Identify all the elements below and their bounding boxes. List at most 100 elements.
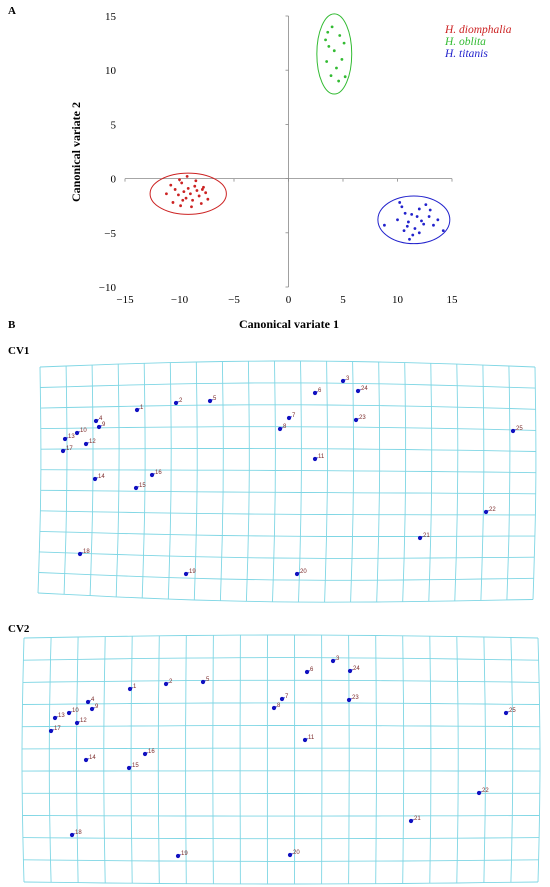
landmark-11: 11 (312, 454, 325, 462)
grid-line-vertical (429, 636, 432, 884)
cv2-title: CV2 (8, 623, 30, 635)
grid-line-horizontal (38, 572, 534, 581)
landmark-label: 9 (102, 422, 106, 428)
landmark-22: 22 (483, 507, 496, 515)
legend-entry: H. oblita (444, 36, 486, 48)
landmark-11: 11 (302, 735, 315, 743)
grid-line-vertical (376, 361, 381, 603)
landmark-1: 1 (127, 684, 137, 692)
landmark-2: 2 (173, 398, 183, 406)
landmark-dot (133, 485, 139, 491)
data-point (327, 44, 331, 48)
landmark-dot (74, 720, 80, 726)
landmark-label: 22 (482, 788, 489, 794)
x-tick-label: 10 (392, 294, 404, 306)
landmark-dot (330, 658, 336, 664)
data-point (179, 204, 182, 208)
landmark-dot (355, 388, 361, 394)
landmark-dot (417, 535, 423, 541)
data-point (169, 183, 173, 187)
landmark-label: 18 (75, 830, 82, 836)
landmark-dot (286, 415, 292, 421)
landmark-label: 4 (99, 416, 103, 422)
landmark-12: 12 (74, 718, 87, 726)
grid-line-vertical (480, 365, 485, 601)
grid-line-vertical (532, 366, 537, 600)
landmark-label: 17 (54, 726, 61, 732)
grid-line-vertical (483, 636, 486, 883)
landmark-dot (83, 757, 89, 763)
landmark-dot (52, 715, 58, 721)
landmark-24: 24 (347, 666, 360, 674)
data-point (332, 49, 336, 53)
y-tick-label: −5 (104, 228, 116, 240)
grid-line-vertical (141, 363, 146, 599)
landmark-dot (302, 737, 308, 743)
landmark-14: 14 (92, 474, 105, 482)
landmark-3: 3 (340, 376, 350, 384)
landmark-dot (60, 448, 66, 454)
landmark-23: 23 (353, 415, 366, 423)
grid-line-vertical (185, 635, 187, 884)
landmark-19: 19 (175, 851, 188, 859)
landmark-8: 8 (271, 703, 281, 711)
landmark-7: 7 (279, 694, 289, 702)
landmark-label: 25 (509, 708, 516, 714)
landmark-label: 11 (308, 735, 315, 741)
landmark-dot (183, 571, 189, 577)
landmark-label: 8 (283, 424, 287, 430)
data-point (420, 219, 423, 223)
grid-line-horizontal (40, 404, 536, 410)
grid-line-horizontal (22, 702, 540, 705)
x-tick-label: 5 (340, 294, 346, 306)
grid-line-horizontal (40, 489, 536, 495)
landmark-dot (483, 509, 489, 515)
grid-line-vertical (298, 360, 302, 603)
data-point (441, 229, 445, 233)
landmark-label: 23 (352, 695, 359, 701)
landmark-label: 7 (292, 413, 296, 419)
landmark-label: 25 (516, 426, 523, 432)
series-3 (377, 195, 451, 245)
data-point (383, 223, 386, 227)
landmark-dot (287, 852, 293, 858)
landmark-20: 20 (294, 569, 307, 577)
data-point (403, 211, 407, 215)
data-point (402, 229, 406, 233)
landmark-10: 10 (66, 708, 79, 716)
grid-line-horizontal (40, 382, 536, 389)
landmark-15: 15 (133, 483, 146, 491)
landmark-dot (66, 710, 72, 716)
data-point (408, 237, 411, 241)
grid-line-horizontal (39, 530, 535, 537)
y-tick-label: 0 (111, 174, 117, 186)
landmark-label: 11 (318, 454, 325, 460)
grid-line-vertical (21, 637, 25, 883)
landmark-label: 22 (489, 507, 496, 513)
landmark-12: 12 (83, 439, 96, 447)
landmark-4: 4 (93, 416, 103, 424)
landmark-label: 7 (285, 694, 289, 700)
data-point (191, 198, 194, 202)
legend-entry: H. diomphalia (444, 24, 512, 36)
landmark-dot (503, 710, 509, 716)
landmark-label: 14 (98, 474, 105, 480)
grid-line-vertical (157, 635, 160, 884)
grid-line-vertical (219, 361, 224, 601)
landmark-dot (173, 400, 179, 406)
landmark-dot (271, 705, 277, 711)
data-point (342, 41, 346, 45)
data-point (427, 215, 431, 218)
data-point (338, 34, 342, 37)
landmark-18: 18 (69, 830, 82, 838)
landmark-dot (312, 456, 318, 462)
landmark-25: 25 (510, 426, 523, 434)
data-point (413, 227, 417, 230)
grid-line-horizontal (23, 859, 539, 862)
y-axis-label: Canonical variate 2 (69, 102, 83, 202)
x-axis-label: Canonical variate 1 (239, 317, 339, 331)
y-tick-label: 10 (105, 65, 117, 77)
data-point (181, 198, 185, 202)
landmark-13: 13 (62, 434, 75, 442)
